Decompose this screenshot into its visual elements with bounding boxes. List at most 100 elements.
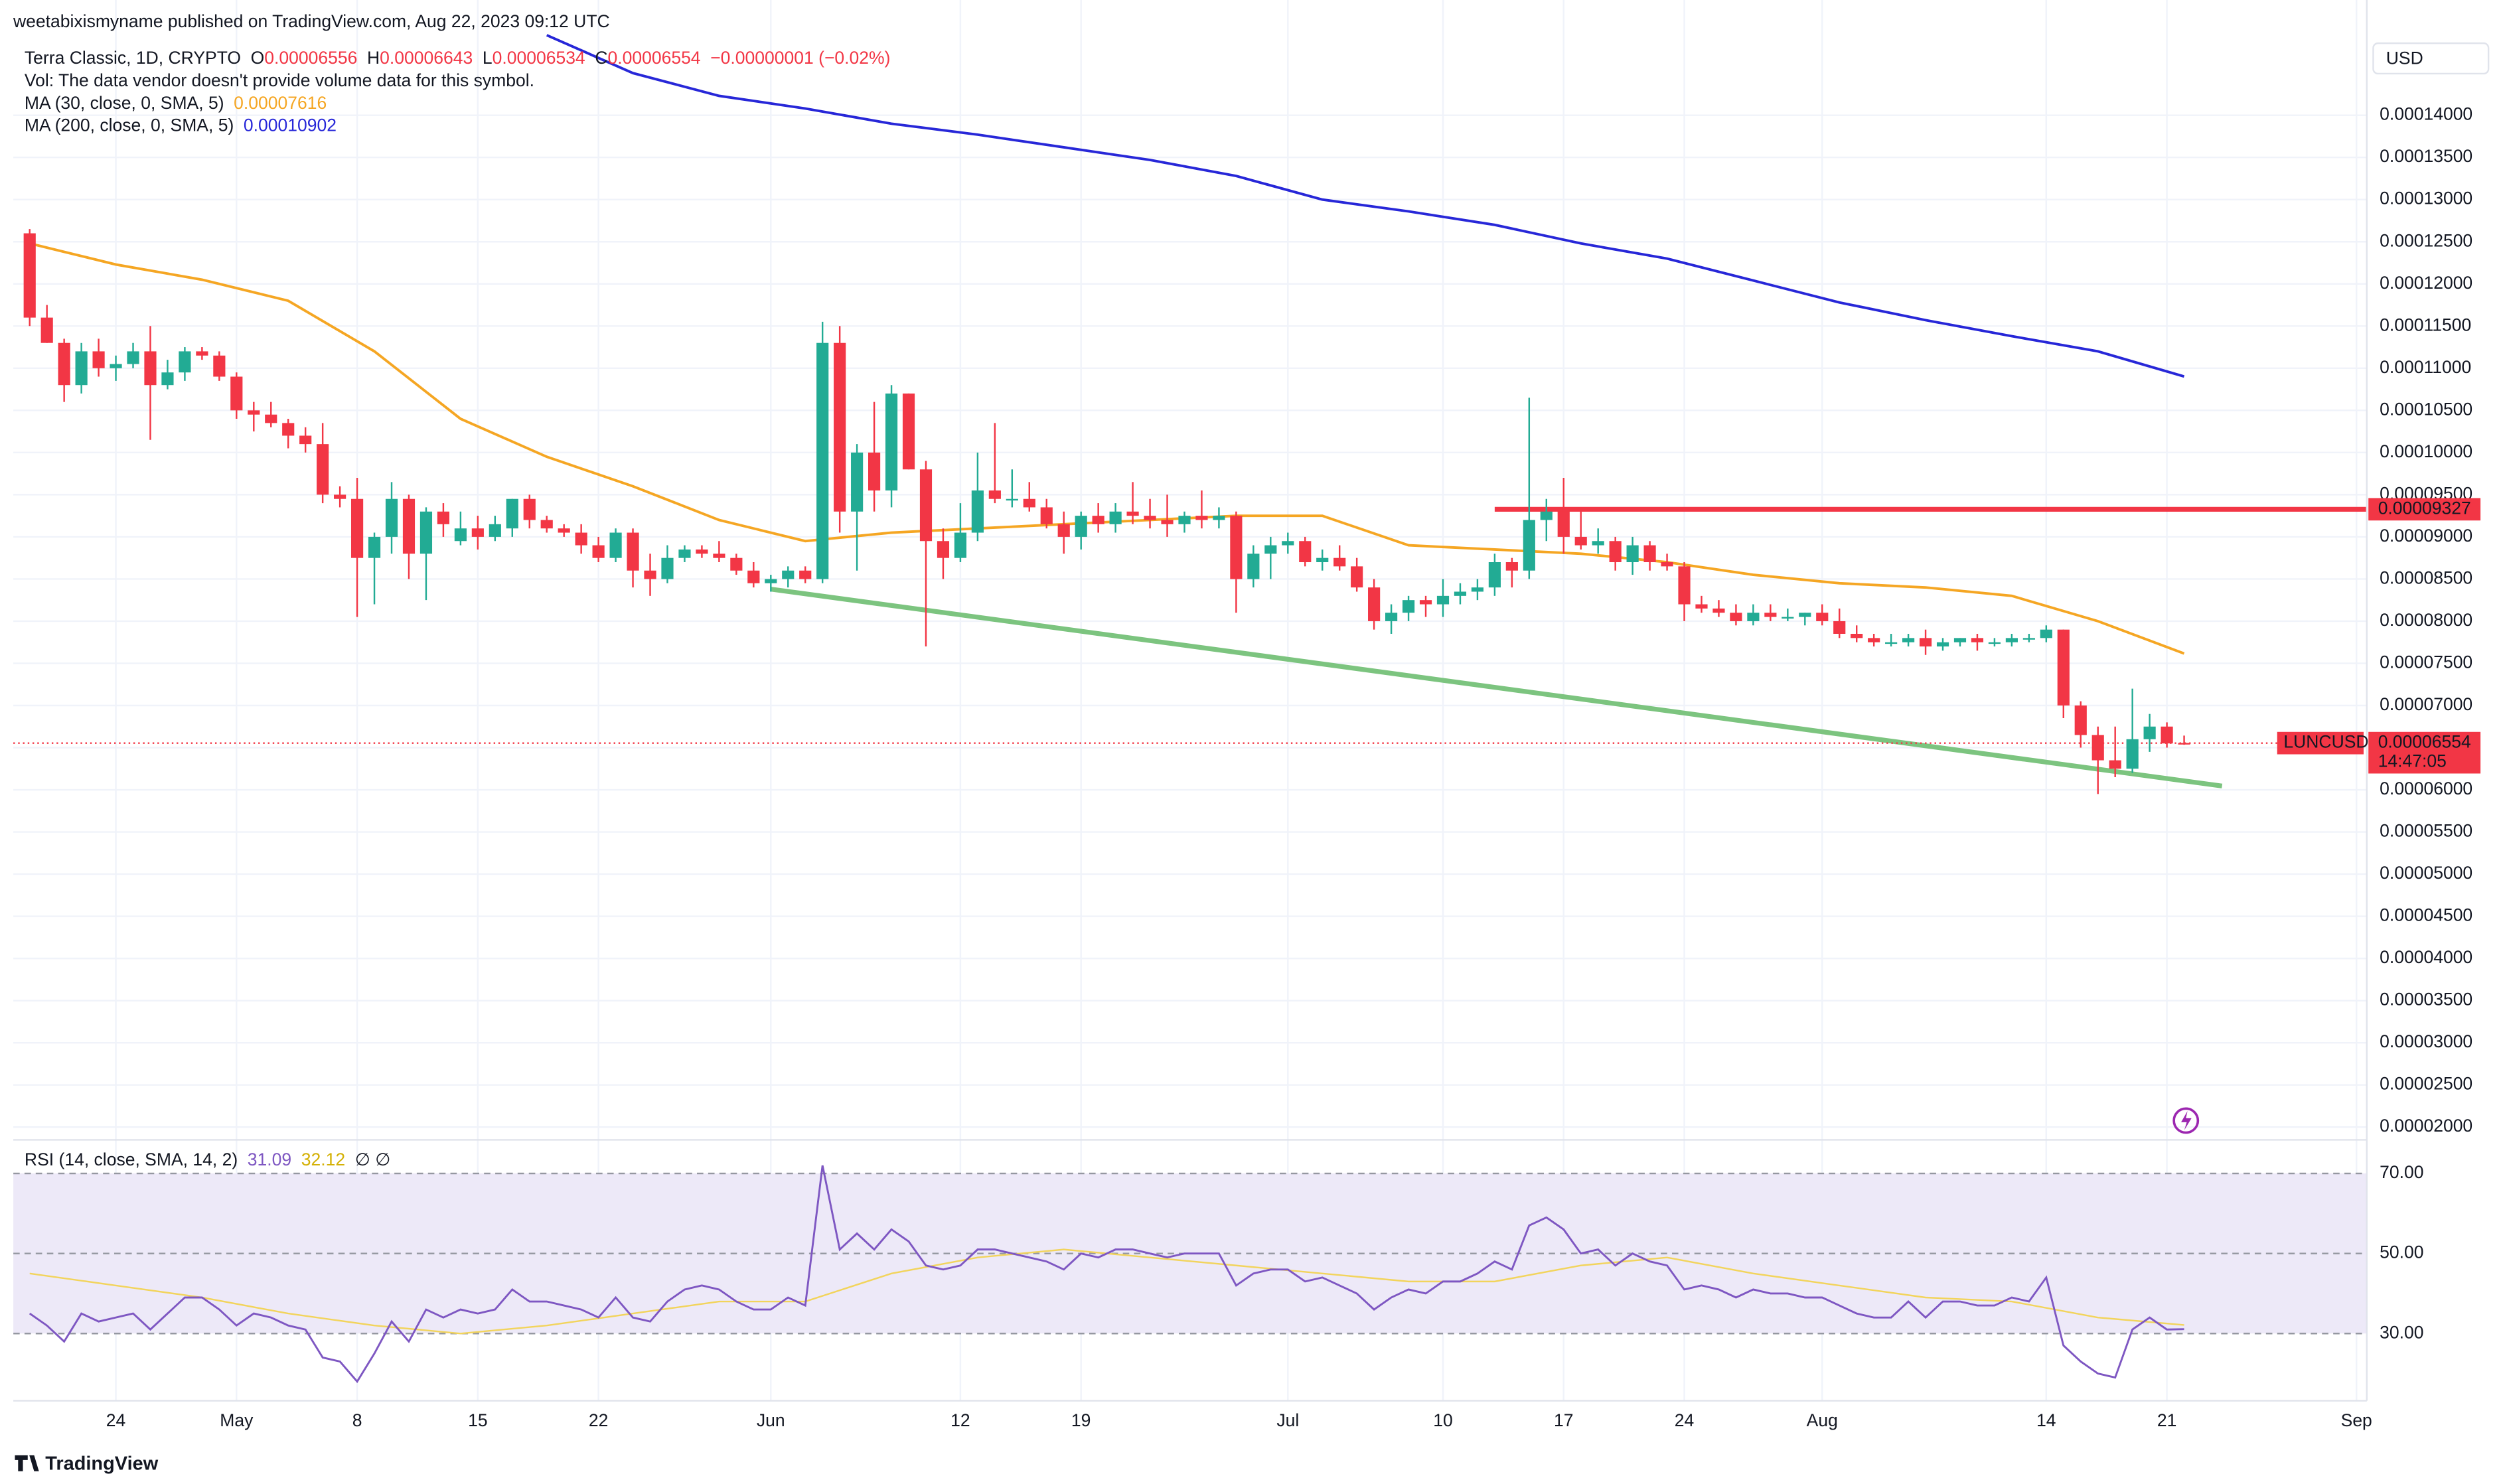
candle-body — [385, 498, 398, 537]
candle-body — [196, 351, 208, 356]
x-tick-label: May — [220, 1410, 254, 1430]
currency[interactable]: USD — [2386, 48, 2423, 68]
candle-body — [1454, 591, 1467, 596]
x-tick-label: 24 — [1675, 1410, 1695, 1430]
candle-body — [2040, 629, 2052, 638]
candle-body — [161, 372, 174, 386]
trend-line — [770, 587, 2223, 788]
alert-icon[interactable] — [2172, 1107, 2200, 1134]
candle-body — [1351, 566, 1363, 588]
candle-body — [1885, 642, 1898, 644]
candle-body — [1747, 613, 1760, 621]
candle-body — [23, 233, 36, 318]
candle-body — [110, 364, 122, 368]
y-tick-label: 0.00008500 — [2380, 567, 2472, 587]
candle-body — [402, 498, 416, 554]
candle-body — [282, 423, 295, 436]
candle-body — [1385, 613, 1398, 621]
countdown: 14:47:05 — [2378, 751, 2447, 771]
candle-body — [40, 317, 53, 343]
candle-body — [765, 579, 777, 583]
x-tick-label: 24 — [106, 1410, 125, 1430]
candle-body — [2161, 726, 2173, 744]
candle-body — [1782, 617, 1794, 619]
candle-body — [127, 351, 139, 364]
candle-body — [696, 549, 708, 554]
x-tick-label: Aug — [1807, 1410, 1838, 1430]
x-tick-label: 19 — [1071, 1410, 1091, 1430]
candle-body — [144, 351, 157, 386]
candle-body — [368, 536, 381, 558]
candle-body — [2143, 726, 2156, 739]
candle-body — [523, 498, 536, 520]
candle-body — [558, 528, 570, 533]
y-tick-label: 0.00003500 — [2380, 990, 2472, 1009]
y-tick-label: 0.00011500 — [2380, 315, 2471, 334]
candle-body — [627, 532, 639, 571]
axes: 24 May 8 15 22 Jun 12 19 Jul 10 17 24 Aug 14 21 Sep 0.00… — [13, 0, 2481, 1430]
candle-body — [851, 452, 864, 512]
moving-average — [546, 34, 2185, 378]
ohlc-value: 0.00006554 — [607, 48, 700, 68]
y-tick-label: 0.00006000 — [2380, 779, 2472, 798]
candle-body — [1057, 524, 1070, 537]
price-tag-label: 0.00009327 — [2378, 498, 2471, 518]
candle-body — [1919, 638, 1932, 647]
ohlc-key: H — [367, 48, 380, 68]
candle-body — [471, 528, 484, 537]
candle-body — [437, 511, 450, 524]
candle-body — [1730, 613, 1742, 621]
candle-body — [1868, 638, 1880, 642]
y-tick-label: 50.00 — [2380, 1242, 2423, 1262]
currency-box[interactable] — [2372, 42, 2490, 75]
candle-body — [1109, 511, 1122, 524]
candle-body — [1264, 545, 1277, 554]
candle-body — [1953, 638, 1967, 642]
y-tick-label: 0.00008000 — [2380, 610, 2472, 630]
symbol: Terra Classic, 1D, CRYPTO — [25, 48, 241, 68]
candle-body — [1178, 516, 1191, 524]
candle-body — [937, 541, 950, 558]
candle-body — [1488, 562, 1501, 588]
ohlc-value: 0.00006534 — [493, 48, 585, 68]
ohlc-key: L — [483, 48, 493, 68]
y-tick-label: 0.00005500 — [2380, 821, 2472, 841]
x-tick-label: 12 — [950, 1410, 970, 1430]
ohlc-key: C — [595, 48, 607, 68]
candle-body — [489, 524, 501, 537]
candle-body — [1195, 516, 1208, 520]
logo-mark — [15, 1455, 39, 1471]
candle-body — [1419, 600, 1432, 605]
grid — [13, 0, 2367, 1401]
x-tick-label: 10 — [1433, 1410, 1453, 1430]
candle-body — [592, 545, 605, 558]
x-tick-label: 17 — [1554, 1410, 1574, 1430]
symbol-tag — [2277, 731, 2364, 755]
y-tick-label: 0.00012500 — [2380, 230, 2472, 250]
candle-body — [419, 511, 433, 554]
candle-body — [713, 554, 725, 558]
x-tick-label: 8 — [352, 1410, 362, 1430]
y-tick-label: 0.00007500 — [2380, 652, 2472, 672]
price-pane — [13, 34, 2367, 794]
x-tick-label: 21 — [2157, 1410, 2177, 1430]
candle-body — [885, 393, 898, 491]
x-tick-label: Jul — [1276, 1410, 1299, 1430]
candle-body — [1816, 613, 1829, 621]
candle-body — [1523, 520, 1535, 571]
volume-note: Vol: The data vendor doesn't provide vol… — [25, 70, 534, 90]
candle-body — [1040, 507, 1053, 524]
candle-body — [575, 532, 587, 546]
y-tick-label: 0.00004000 — [2380, 947, 2472, 967]
candle-body — [299, 435, 312, 445]
rsi-title: RSI (14, close, SMA, 14, 2) — [25, 1150, 238, 1169]
candle-body — [661, 557, 674, 579]
candle-body — [1764, 613, 1777, 617]
candle-body — [678, 549, 691, 558]
candle-body — [1988, 642, 2001, 644]
candle-body — [1006, 498, 1018, 501]
candle-body — [902, 393, 915, 470]
symbol-legend: Terra Classic, 1D, CRYPTO O0.00006556 H0… — [25, 48, 891, 68]
candle-body — [834, 342, 846, 512]
last-price-label: 0.00006554 — [2378, 732, 2471, 752]
